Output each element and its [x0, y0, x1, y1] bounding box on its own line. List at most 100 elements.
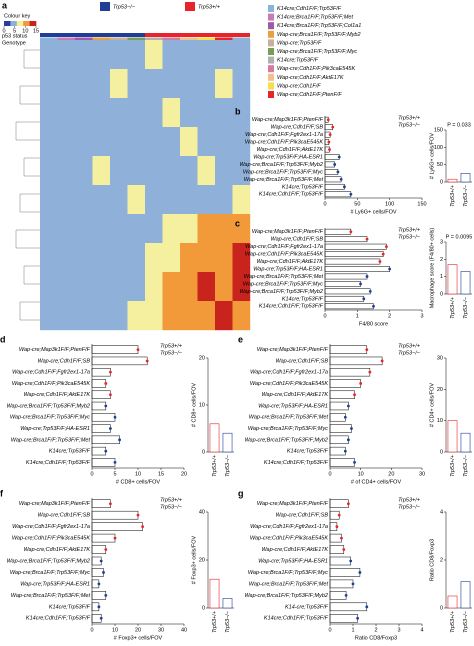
bar	[329, 591, 347, 600]
x-tick-label: 15	[158, 471, 164, 477]
heatmap-cell	[127, 98, 146, 128]
key-tick-label: 5	[13, 28, 16, 34]
heatmap-cell	[92, 98, 111, 128]
bar-dot	[378, 260, 382, 263]
model-name: K14cre;Brca1F/F;Trp53F/F;Col1a1	[277, 23, 361, 29]
heatmap-cell	[162, 185, 181, 215]
heatmap-cell	[145, 272, 163, 302]
bar	[324, 295, 365, 302]
inset-tick-label: 3	[440, 239, 443, 245]
category-label: Wap-cre;Brca1F/F;Trp53F/F;Met	[244, 177, 324, 183]
category-label: Wap-cre;Brca1F/F;Trp53F/F;Myc	[10, 415, 90, 421]
inset-bar	[222, 598, 233, 609]
bar	[329, 533, 342, 543]
heatmap-cell	[75, 214, 93, 244]
panel-label: c	[235, 218, 240, 228]
bar	[329, 379, 361, 388]
category-label: K14cre;Trp53F/F	[49, 449, 91, 455]
bar	[324, 266, 390, 272]
heatmap-cell	[162, 40, 181, 70]
panel-label: b	[235, 106, 241, 116]
dendrogram	[19, 85, 40, 105]
heatmap-cell	[92, 40, 111, 70]
heatmap-cell	[110, 156, 128, 186]
bar-dot	[339, 177, 343, 181]
heatmap-cell	[180, 243, 198, 273]
category-label: Wap-cre;Cdh1F/F;Pik3caE545K	[245, 252, 323, 258]
category-label: K14cre;Trp53F/F	[282, 296, 324, 302]
model-name: K14cre;Trp53F/F	[277, 58, 319, 64]
inset-tick-label: 40	[199, 509, 205, 515]
heatmap-cell	[92, 272, 111, 302]
bar-dot	[104, 593, 108, 597]
heatmap-cell	[40, 69, 58, 99]
inset-bar	[447, 178, 458, 183]
heatmap-cell	[40, 272, 58, 302]
bar-dot	[365, 605, 369, 609]
panel-label: e	[238, 334, 243, 344]
x-tick-label: 50	[354, 201, 360, 207]
model-swatch	[268, 30, 274, 38]
heatmap-cell	[162, 98, 181, 128]
x-tick-label: 150	[417, 201, 426, 207]
category-label: Wap-cre;Cdh1F/F;AktE17K	[256, 147, 323, 153]
x-tick-label: 0	[328, 627, 331, 633]
bar	[324, 183, 345, 190]
category-label: K14cre;Cdh1F/F;Trp53F/F	[259, 192, 324, 198]
heatmap-cell	[197, 40, 216, 70]
inset-tick-label: 0	[440, 605, 443, 611]
bar-dot	[368, 370, 372, 374]
bar	[91, 345, 139, 354]
x-axis-title: # Foxp3+ cells/FOV	[114, 635, 163, 641]
bar	[329, 367, 371, 377]
x-tick-label: 0	[328, 471, 331, 477]
key-swatch	[29, 21, 37, 26]
category-label: Wap-cre;Map3k1F/F;PtenF/F	[252, 229, 324, 235]
category-label: K14cre;Trp53F/F	[282, 184, 324, 190]
category-label: Wap-cre;Brca1F/F;Trp53F/F;Myb2	[244, 593, 328, 599]
model-swatch	[268, 56, 274, 64]
heatmap-cell	[180, 156, 198, 186]
heatmap-cell	[215, 272, 233, 302]
genotype-strip	[197, 37, 215, 40]
heatmap-cell	[127, 127, 146, 157]
category-label: Wap-cre;Trp53F/F;HA-ESR1	[253, 266, 323, 272]
bar	[329, 413, 346, 422]
bar	[329, 614, 358, 623]
inset-bar	[460, 271, 471, 295]
heatmap-cell	[75, 98, 93, 128]
bar	[324, 243, 387, 250]
category-label: Wap-cre;Cdh1F/F;AktE17K	[23, 547, 90, 553]
category-label: Wap-cre;Map3k1F/F;PtenF/F	[19, 347, 91, 353]
genotype-strip	[40, 37, 58, 40]
genotype-strip	[180, 37, 198, 40]
x-tick-label: 20	[388, 471, 394, 477]
bar-dot	[113, 415, 117, 419]
model-swatch	[268, 73, 274, 81]
heatmap-cell	[127, 243, 146, 273]
category-label: Wap-cre;Brca1F/F;Trp53F/F;Met	[249, 581, 329, 587]
model-swatch	[268, 91, 274, 98]
legend-entry: Trp53+/+	[398, 497, 421, 503]
bar	[324, 288, 371, 295]
category-label: Wap-cre;Map3k1F/F;PtenF/F	[257, 501, 329, 507]
bar-dot	[97, 605, 101, 609]
heatmap-cell	[197, 185, 216, 215]
heatmap-cell	[215, 214, 233, 244]
bar-dot	[104, 404, 108, 408]
x-axis-title: Ratio CD8/Foxp3	[355, 635, 397, 641]
x-tick-label: 1	[351, 627, 354, 633]
category-label: Wap-cre;Cdh1F/F;Fgfr2ex1-17a	[250, 524, 328, 530]
genotype-strip	[232, 37, 250, 40]
bar	[91, 424, 111, 433]
inset-bar	[460, 173, 471, 183]
heatmap-cell	[92, 214, 111, 244]
bar	[91, 356, 148, 366]
dendrogram	[23, 49, 40, 69]
bar	[329, 458, 355, 467]
x-tick-label: 100	[385, 201, 394, 207]
heatmap-cell	[57, 214, 76, 244]
category-label: Wap-cre;Cdh1F/F;SB	[38, 513, 91, 519]
status-name: Trp53+/+	[198, 4, 221, 10]
inset-tick-label: 0	[202, 605, 205, 611]
